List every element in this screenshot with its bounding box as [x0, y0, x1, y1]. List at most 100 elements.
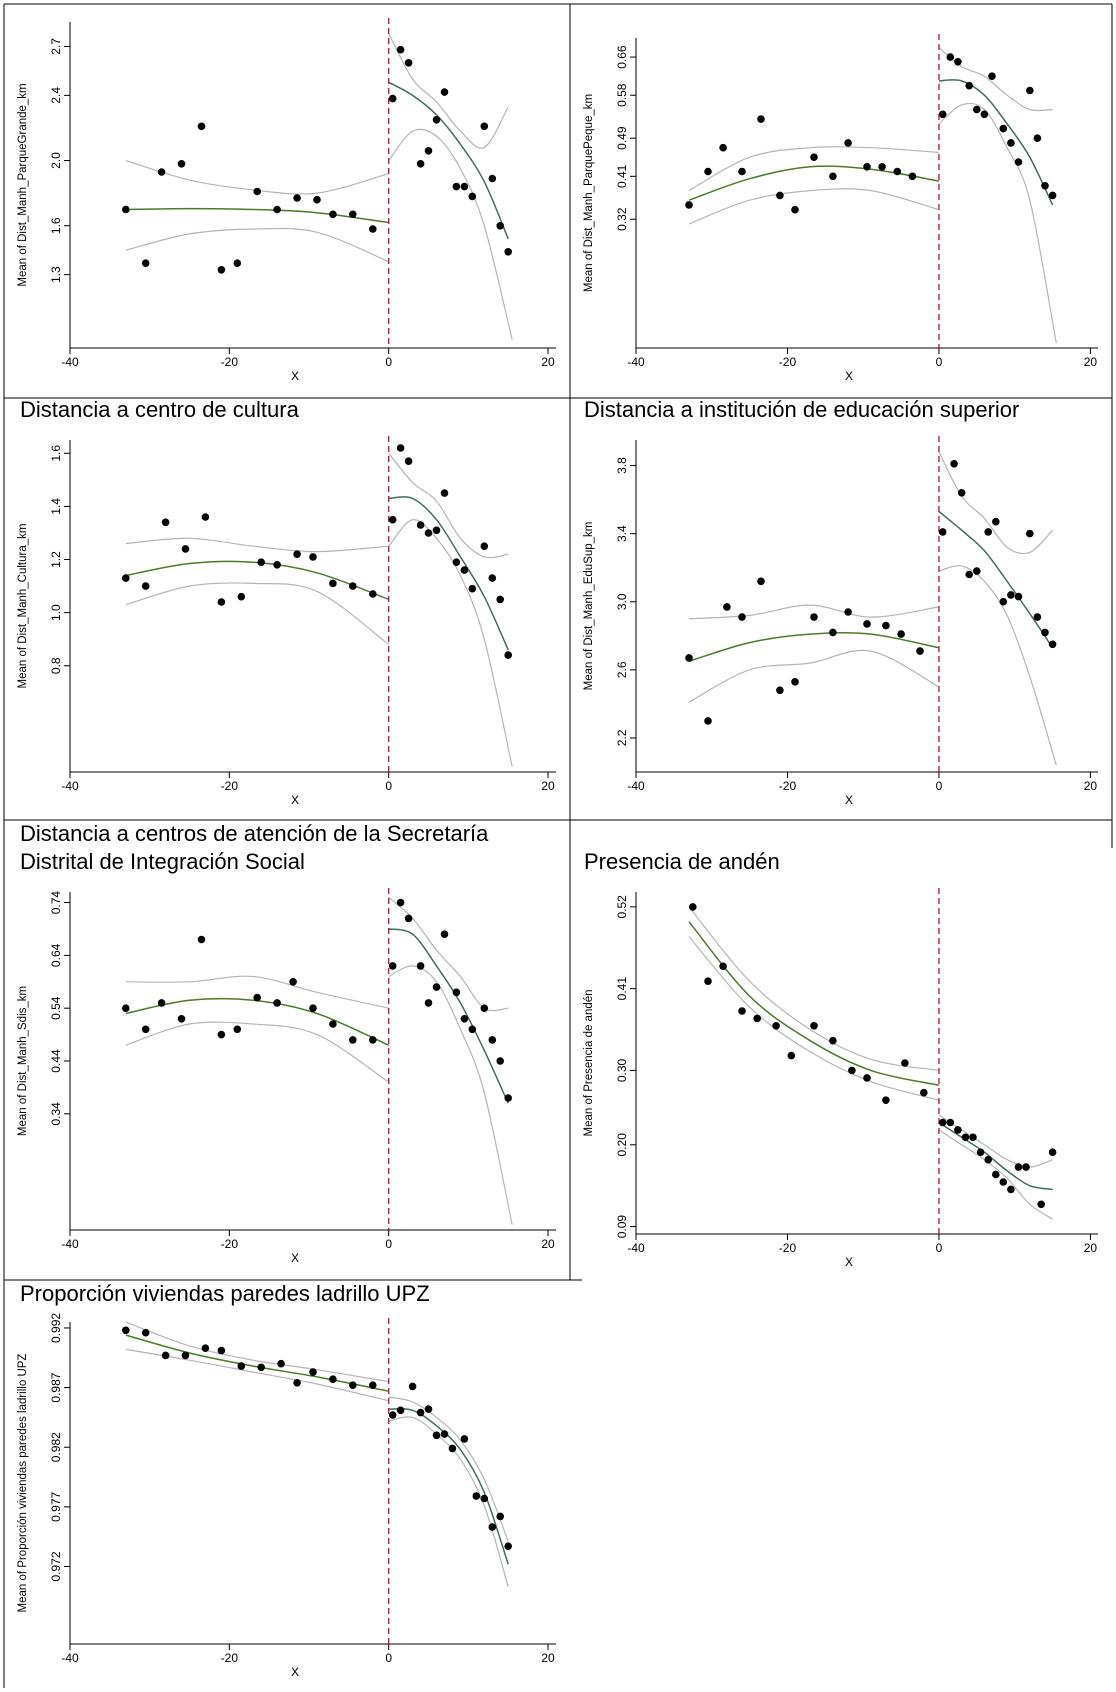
data-point	[424, 1405, 433, 1413]
y-axis-title: Mean of Proporción viviendas paredes lad…	[17, 1354, 29, 1613]
fit-left	[125, 560, 389, 601]
data-point	[309, 553, 317, 561]
data-point	[901, 1059, 909, 1067]
data-point	[177, 160, 186, 168]
fit-left	[688, 921, 940, 1087]
fit-left	[125, 997, 390, 1046]
data-point	[844, 139, 852, 147]
y-tick-label: 0.34	[49, 1102, 63, 1126]
ci-right-upper	[938, 451, 1054, 555]
data-point	[938, 110, 947, 119]
caption-ladrillo: Proporción viviendas paredes ladrillo UP…	[20, 1281, 430, 1306]
data-point	[1048, 191, 1057, 200]
data-point	[141, 582, 150, 590]
data-point	[161, 518, 170, 527]
ci-left-upper	[125, 160, 389, 195]
data-point	[772, 1022, 780, 1030]
y-tick-label: 0.49	[615, 126, 629, 150]
x-axis-title: X	[291, 1251, 299, 1265]
data-point	[416, 1408, 425, 1417]
data-point	[237, 592, 246, 601]
data-point	[141, 1328, 150, 1337]
ci-left-lower	[125, 1021, 390, 1083]
data-point	[122, 1326, 130, 1335]
plot-area	[125, 452, 513, 767]
y-axis-title: Mean of Dist_Manh_ParqueGrande_km	[17, 83, 29, 286]
data-point	[141, 1025, 150, 1034]
x-tick-label: 0	[385, 355, 392, 369]
x-tick-label: -20	[779, 355, 797, 369]
x-tick-label: -40	[61, 1237, 79, 1251]
y-tick-label: 0.992	[49, 1313, 63, 1343]
x-tick-label: -20	[221, 1237, 239, 1251]
y-tick-label: 2.6	[615, 661, 629, 678]
data-point	[810, 1022, 818, 1030]
x-tick-label: 0	[936, 779, 943, 793]
data-point	[404, 59, 413, 67]
y-tick-label: 2.4	[49, 87, 63, 104]
x-tick-label: -40	[61, 779, 79, 793]
data-point	[349, 582, 357, 590]
data-point	[197, 122, 206, 131]
plot-area	[125, 896, 513, 1225]
data-point	[984, 528, 992, 536]
data-point	[369, 1381, 377, 1389]
data-point	[181, 545, 190, 553]
data-point	[388, 515, 397, 524]
data-point	[685, 201, 693, 209]
data-point	[957, 489, 966, 497]
data-point	[965, 570, 973, 579]
data-point	[1007, 139, 1015, 147]
data-point	[432, 983, 441, 991]
data-point	[197, 935, 206, 944]
data-point	[787, 1051, 796, 1060]
x-tick-label: -20	[221, 779, 239, 793]
y-tick-label: 0.982	[49, 1432, 63, 1462]
x-axis-title: X	[291, 793, 299, 807]
chart-anden: -40 -20 0 20 0.09 0.20 0.30 0.41 0.52 X Mean of Pr…	[583, 888, 1098, 1269]
data-point	[468, 192, 477, 201]
data-point	[829, 172, 837, 181]
data-point	[141, 259, 150, 267]
data-point	[999, 124, 1008, 133]
data-point	[496, 222, 505, 230]
data-point	[863, 163, 871, 171]
data-point	[965, 81, 973, 90]
chart-edusup: -40 -20 0 20 2.2 2.6 3.0 3.4 3.8 X Mean of Dist_Ma…	[583, 436, 1098, 807]
data-point	[992, 517, 1000, 526]
data-point	[460, 182, 469, 191]
data-point	[122, 205, 130, 214]
ci-left-upper	[125, 975, 389, 1009]
x-axis-title: X	[845, 369, 853, 383]
x-tick-label: 20	[1084, 779, 1098, 793]
data-point	[480, 1494, 489, 1503]
data-point	[161, 1351, 170, 1360]
data-point	[980, 110, 989, 119]
caption-cultura: Distancia a centro de cultura	[20, 397, 299, 422]
x-tick-label: 20	[541, 1651, 555, 1665]
data-point	[1033, 613, 1042, 621]
y-tick-label: 0.66	[615, 45, 629, 69]
data-point	[404, 914, 413, 923]
fit-right	[388, 928, 509, 1104]
plot-area	[688, 451, 1057, 766]
data-point	[961, 1133, 970, 1142]
chart-parque-peque: -40 -20 0 20 0.32 0.41 0.49 0.58 0.66 X Mean of Di…	[583, 34, 1098, 383]
data-point	[396, 898, 405, 907]
x-tick-label: 20	[541, 1237, 555, 1251]
data-point	[1022, 1163, 1030, 1171]
x-tick-label: -40	[627, 355, 645, 369]
data-point	[916, 647, 924, 655]
ci-left-upper	[688, 604, 940, 620]
data-point	[946, 53, 955, 61]
y-axis-title: Mean of Dist_Manh_EduSup_km	[583, 522, 595, 691]
data-point	[181, 1351, 190, 1360]
data-point	[1007, 1185, 1015, 1194]
y-tick-label: 0.64	[49, 943, 63, 967]
fit-left	[125, 207, 389, 224]
data-point	[488, 1523, 497, 1531]
x-tick-label: -40	[627, 779, 645, 793]
data-point	[1026, 86, 1034, 95]
chart-ladrillo: -40 -20 0 20 0.972 0.977 0.982 0.987 0.992 X Mean …	[17, 1313, 556, 1679]
